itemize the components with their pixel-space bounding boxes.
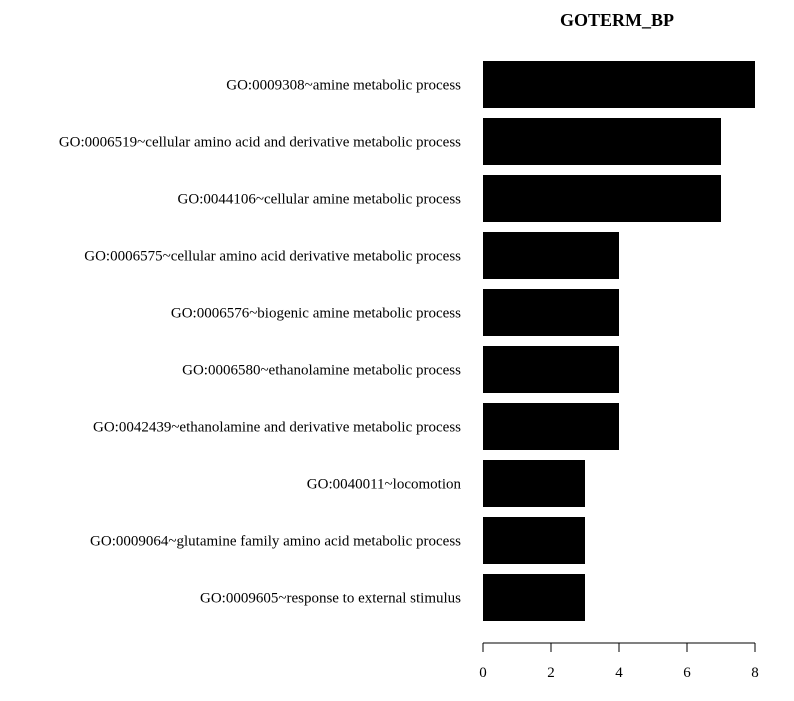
category-label-6: GO:0006580~ethanolamine metabolic proces… — [182, 363, 461, 379]
bar-2 — [483, 118, 721, 165]
category-label-1: GO:0009308~amine metabolic process — [226, 78, 461, 94]
bar-10 — [483, 574, 585, 621]
category-label-2: GO:0006519~cellular amino acid and deriv… — [59, 135, 461, 151]
x-tick-label-0: 0 — [479, 665, 487, 681]
category-label-8: GO:0040011~locomotion — [307, 477, 462, 493]
bar-9 — [483, 517, 585, 564]
category-label-9: GO:0009064~glutamine family amino acid m… — [90, 534, 461, 550]
category-label-3: GO:0044106~cellular amine metabolic proc… — [178, 192, 462, 208]
category-label-4: GO:0006575~cellular amino acid derivativ… — [84, 249, 461, 265]
x-tick-label-2: 2 — [547, 665, 555, 681]
bars-group — [483, 61, 755, 621]
chart-title: GOTERM_BP — [560, 10, 674, 30]
x-tick-label-4: 4 — [615, 665, 623, 681]
x-tick-label-8: 8 — [751, 665, 759, 681]
category-label-5: GO:0006576~biogenic amine metabolic proc… — [171, 306, 461, 322]
bar-8 — [483, 460, 585, 507]
x-tick-label-6: 6 — [683, 665, 691, 681]
bar-6 — [483, 346, 619, 393]
bar-5 — [483, 289, 619, 336]
bar-7 — [483, 403, 619, 450]
category-label-10: GO:0009605~response to external stimulus — [200, 591, 461, 607]
category-labels-group: GO:0009308~amine metabolic process GO:000… — [59, 78, 462, 607]
bar-1 — [483, 61, 755, 108]
bar-4 — [483, 232, 619, 279]
bar-3 — [483, 175, 721, 222]
x-axis: 0 2 4 6 8 — [479, 642, 759, 681]
category-label-7: GO:0042439~ethanolamine and derivative m… — [93, 420, 461, 436]
